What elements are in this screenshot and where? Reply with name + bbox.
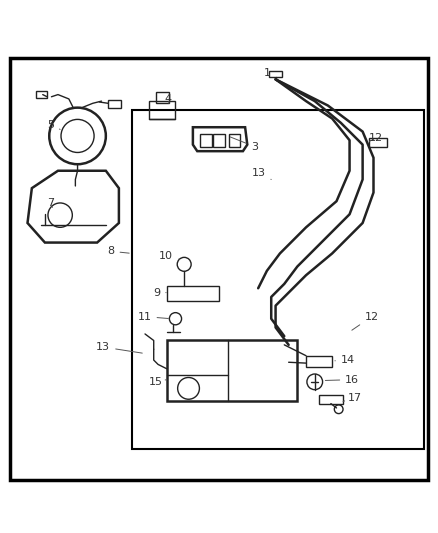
Text: 7: 7: [47, 198, 54, 208]
Text: 4: 4: [165, 94, 172, 104]
Text: 12: 12: [352, 312, 379, 330]
Bar: [167, 341, 297, 401]
Text: 3: 3: [230, 137, 259, 152]
Text: 13: 13: [252, 168, 271, 180]
Bar: [306, 356, 332, 367]
Text: 8: 8: [107, 246, 129, 256]
Bar: [319, 395, 343, 403]
Text: 11: 11: [138, 312, 168, 321]
Bar: [108, 100, 121, 108]
Bar: [36, 91, 47, 98]
Bar: [269, 71, 282, 77]
Text: 14: 14: [335, 355, 355, 365]
Bar: [156, 92, 169, 103]
Text: 1: 1: [264, 68, 271, 78]
Text: 5: 5: [47, 120, 60, 130]
Text: 9: 9: [153, 288, 166, 297]
Text: 10: 10: [159, 251, 179, 261]
Bar: [149, 101, 176, 118]
Bar: [229, 134, 240, 147]
Text: 17: 17: [343, 393, 361, 403]
Bar: [132, 110, 424, 449]
Bar: [200, 134, 212, 147]
Text: 13: 13: [96, 342, 142, 353]
Text: 15: 15: [148, 377, 167, 387]
Bar: [369, 138, 387, 147]
Text: 12: 12: [369, 133, 383, 143]
Bar: [213, 134, 225, 147]
Text: 16: 16: [325, 375, 359, 385]
